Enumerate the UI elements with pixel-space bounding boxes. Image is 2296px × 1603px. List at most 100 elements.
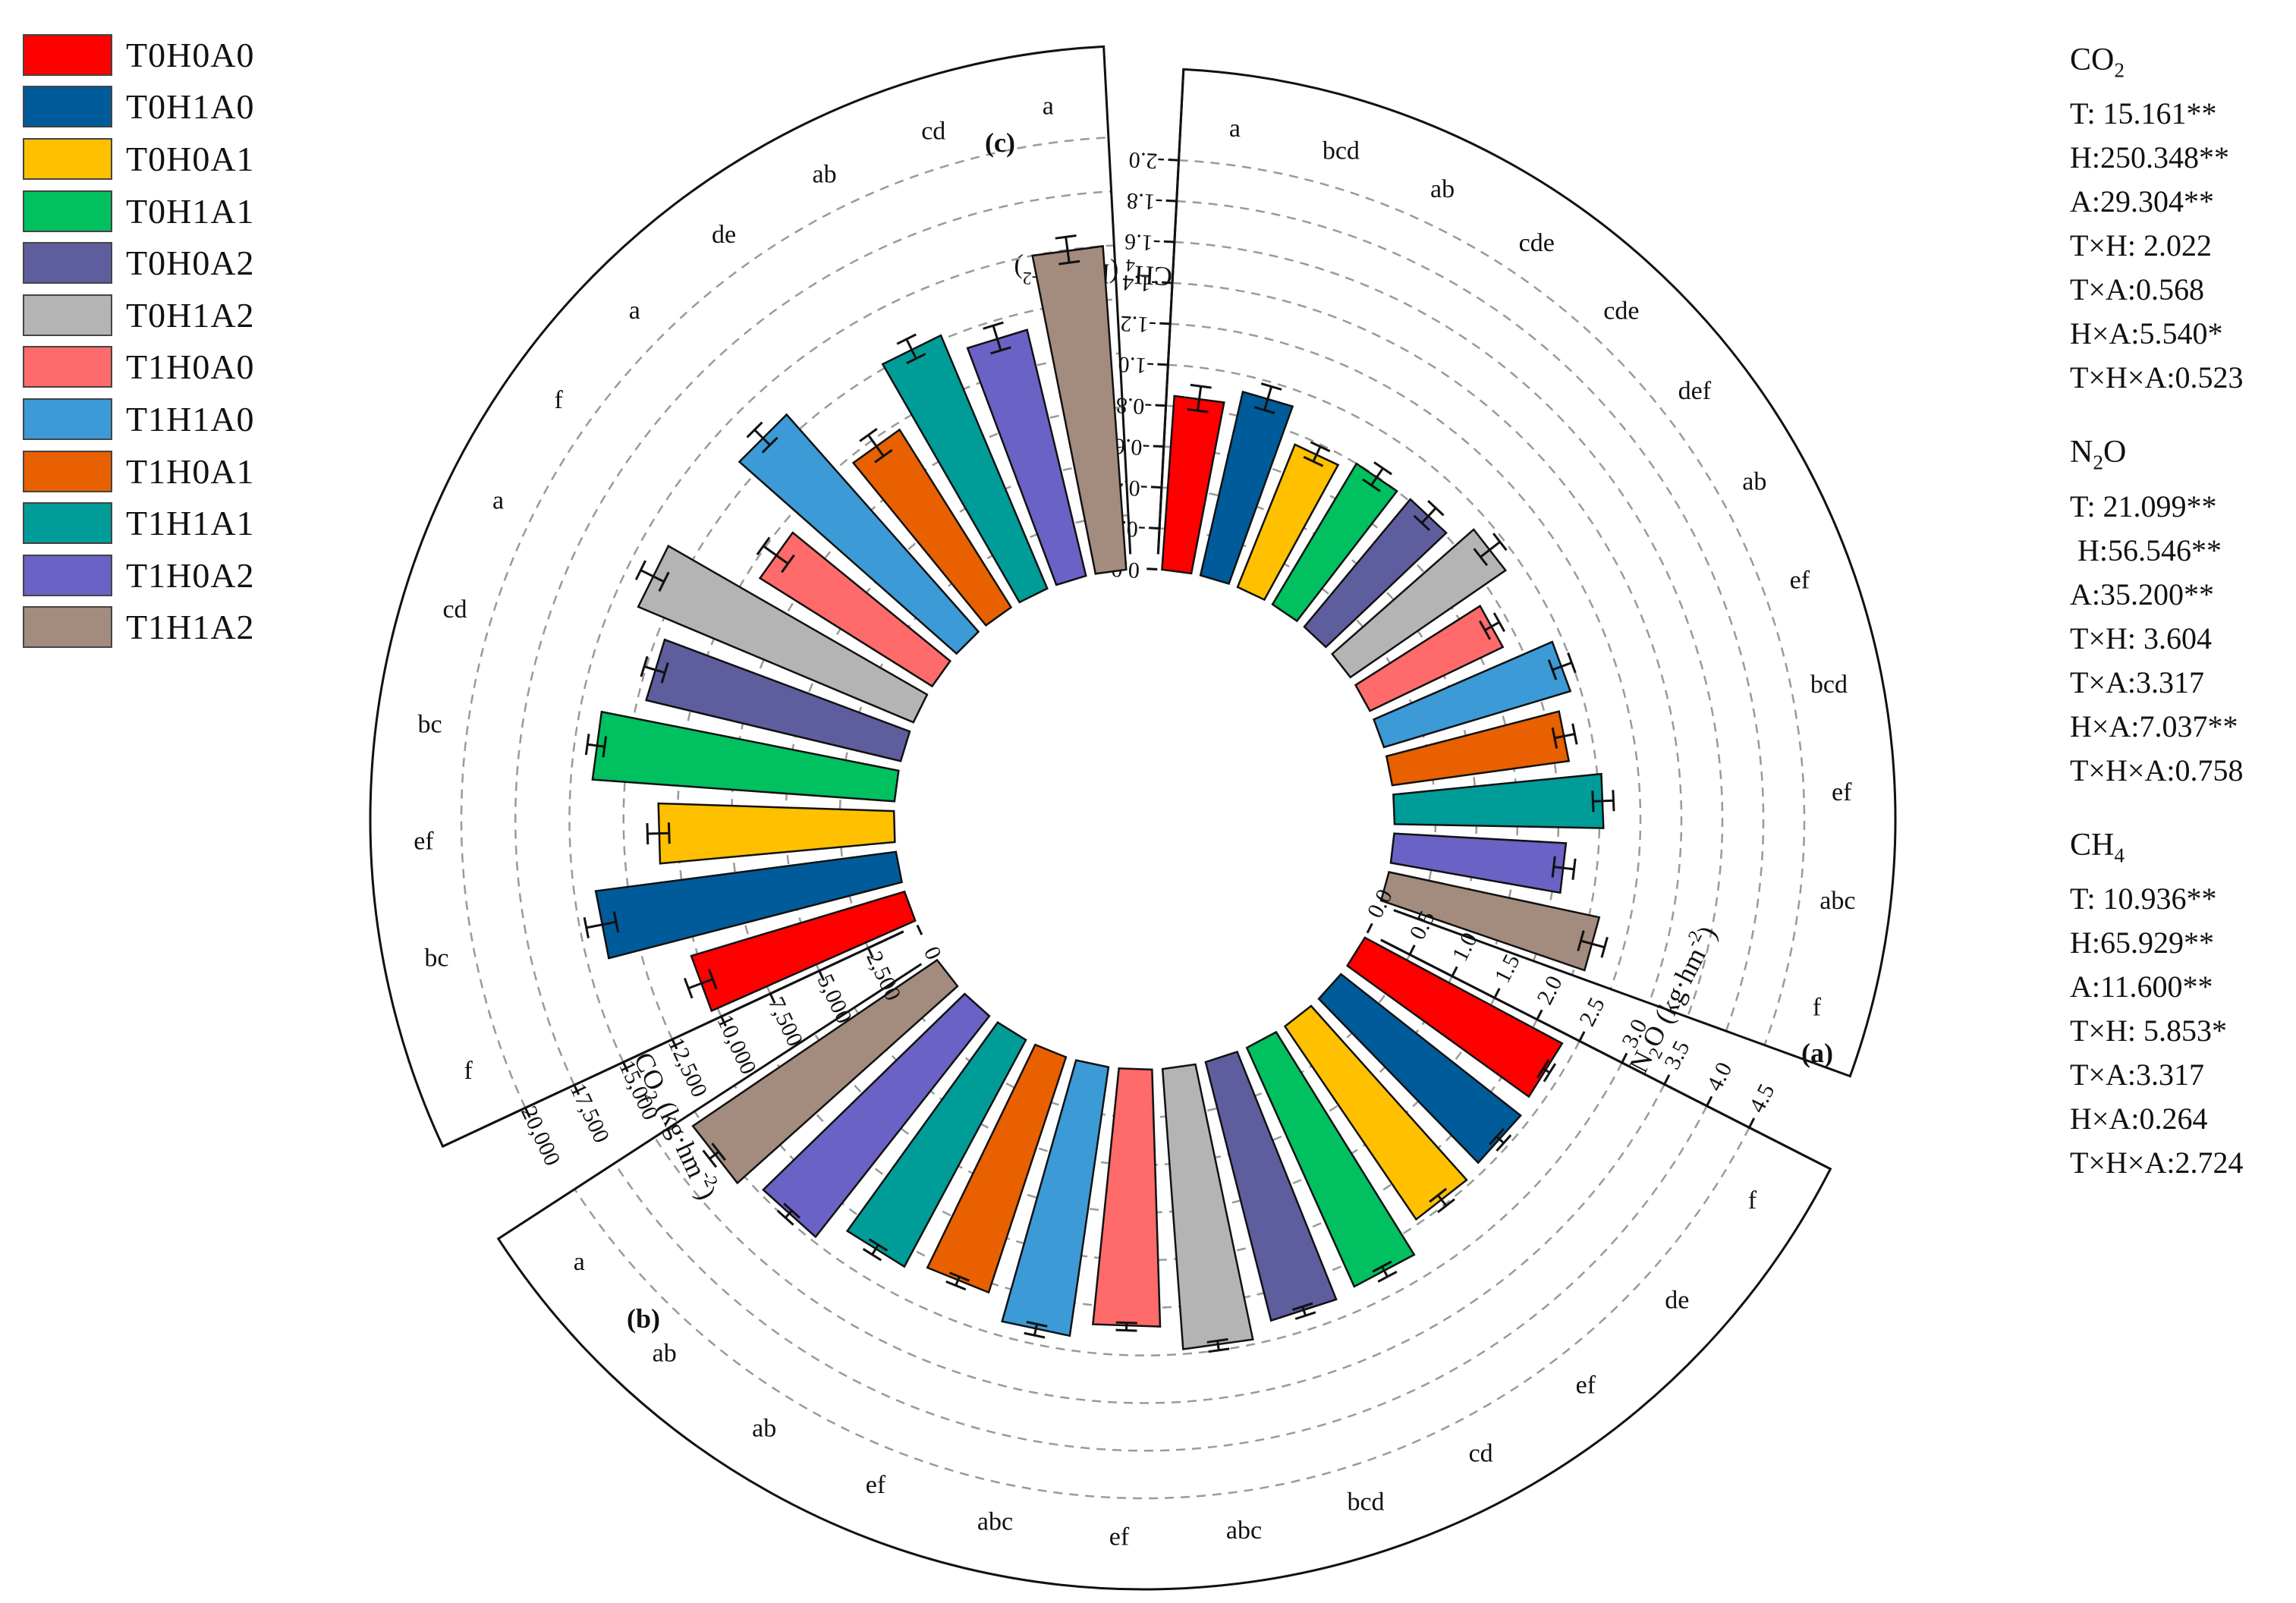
error-bar (1580, 939, 1606, 949)
error-cap (1115, 1328, 1137, 1332)
significance-letter: bc (424, 944, 448, 972)
tick-label: 2.0 (1532, 972, 1567, 1008)
error-bar (955, 1276, 961, 1287)
error-bar (1552, 662, 1572, 671)
tick-label: -1.8 (1126, 188, 1163, 215)
axis-tick (671, 1039, 678, 1050)
stat-line: A:11.600** (2070, 970, 2213, 1004)
stat-block: N2O T: 21.099** H:56.546** A:35.200** T×H: … (2070, 430, 2243, 792)
axis-title-part: O (kg·hm (1637, 943, 1713, 1052)
error-cap (708, 969, 718, 990)
significance-letter: cd (921, 118, 945, 146)
bar (1379, 871, 1601, 972)
axis-tick (1155, 404, 1166, 407)
significance-letter: abc (1226, 1517, 1262, 1545)
error-bar (1301, 1306, 1307, 1316)
error-cap (1567, 652, 1577, 674)
legend-item: T1H1A0 (23, 393, 255, 445)
error-cap (1291, 1302, 1313, 1311)
gridline (1176, 200, 1765, 1032)
error-cap (1413, 514, 1431, 532)
bar (690, 890, 917, 1013)
axis-tick (1706, 1095, 1713, 1107)
error-cap (612, 911, 620, 933)
axis-tick (1578, 1031, 1586, 1042)
significance-letter: a (492, 487, 504, 515)
bar (762, 992, 991, 1239)
stat-line: A:35.200** (2070, 577, 2214, 611)
error-cap (945, 1280, 967, 1291)
bar (1317, 973, 1522, 1165)
legend-label: T1H1A0 (126, 399, 255, 438)
gridline (731, 406, 1123, 995)
legend-item: T0H1A2 (23, 289, 255, 341)
legend-label: T1H0A1 (126, 451, 255, 491)
legend-label: T1H0A2 (126, 555, 255, 595)
gridline (1178, 159, 1806, 1045)
bar (738, 413, 980, 655)
axis-tick (1493, 988, 1501, 998)
bar (1354, 605, 1505, 712)
error-cap (1303, 455, 1324, 467)
axis-tick (524, 1107, 531, 1118)
stat-line: A:29.304** (2070, 184, 2214, 219)
gridline (1172, 281, 1683, 1004)
axis-tick (769, 993, 776, 1004)
stat-title: N2O (2070, 435, 2127, 474)
error-cap (761, 436, 778, 454)
error-cap (776, 1209, 794, 1226)
error-cap (874, 448, 893, 464)
error-bar (1065, 237, 1071, 263)
error-cap (1372, 1260, 1392, 1273)
significance-letter: a (1043, 92, 1054, 120)
stat-line: T: 21.099** (2070, 489, 2217, 523)
bar (1245, 1030, 1416, 1288)
legend-item: T0H1A1 (23, 185, 255, 237)
significance-letter: bcd (1323, 137, 1360, 165)
error-cap (746, 421, 763, 438)
anova-statistics: CO2 T: 15.161** H:250.348** A:29.304** T×H: … (2070, 38, 2243, 1215)
significance-letter: cde (1519, 229, 1555, 257)
panel-frame (496, 938, 1832, 1591)
axis-tick (1366, 923, 1373, 934)
significance-letter: a (629, 297, 640, 325)
tick-label: 10,000 (712, 1011, 761, 1079)
error-cap (1478, 620, 1492, 640)
legend-label: T0H0A1 (126, 139, 255, 178)
legend-label: T0H0A0 (126, 35, 255, 74)
significance-letter: abc (977, 1507, 1013, 1535)
axis-tick (1149, 526, 1160, 530)
legend-item: T1H1A1 (23, 497, 255, 549)
panel-label: (a) (1801, 1038, 1833, 1068)
error-cap (859, 428, 878, 442)
axis-tick (720, 1016, 727, 1027)
error-cap (683, 977, 694, 999)
error-cap (756, 536, 771, 555)
significance-letter: ef (866, 1471, 886, 1499)
error-cap (667, 822, 671, 844)
bar (758, 531, 952, 688)
error-bar (709, 1150, 720, 1160)
tick-label: 7,500 (763, 993, 807, 1050)
error-cap (783, 1202, 800, 1219)
error-cap (711, 1143, 726, 1161)
legend-item: T0H0A2 (23, 237, 255, 289)
error-cap (602, 736, 608, 758)
significance-letter: a (1229, 115, 1241, 143)
tick-label: -2.0 (1128, 147, 1165, 174)
bar (1031, 245, 1128, 575)
axis-title-part: CH (1134, 259, 1173, 292)
error-cap (1361, 478, 1381, 492)
significance-letter: bcd (1347, 1488, 1384, 1517)
error-cap (646, 823, 649, 845)
error-cap (868, 1238, 889, 1252)
bar (851, 428, 1013, 627)
error-cap (1551, 856, 1556, 878)
bar (1271, 462, 1398, 623)
bar (926, 1043, 1068, 1294)
legend-swatch (23, 86, 112, 128)
stat-line: T×A:3.317 (2070, 1058, 2204, 1092)
gridline (613, 1105, 1708, 1452)
error-cap (658, 571, 670, 592)
